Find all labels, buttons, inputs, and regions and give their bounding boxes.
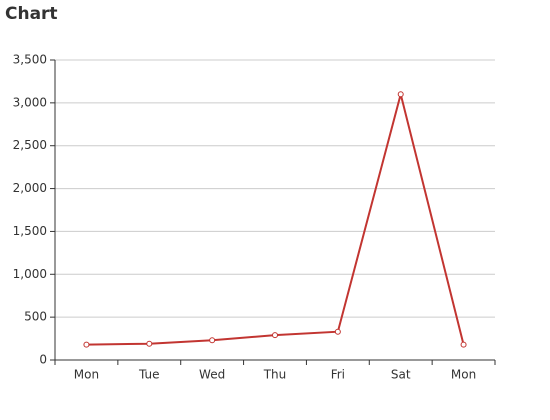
- x-tick-label: Thu: [263, 368, 287, 382]
- x-tick-label: Sat: [391, 368, 411, 382]
- point: [397, 91, 404, 98]
- y-tick-label: 1,000: [13, 267, 47, 281]
- y-tick-label: 2,000: [13, 181, 47, 195]
- point: [334, 328, 341, 335]
- y-tick-label: 500: [24, 310, 47, 324]
- x-tick-label: Mon: [74, 368, 99, 382]
- y-tick-label: 1,500: [13, 224, 47, 238]
- point: [209, 337, 216, 344]
- point: [460, 341, 467, 348]
- point: [146, 340, 153, 347]
- point: [272, 332, 278, 339]
- y-tick-label: 3,500: [13, 53, 47, 67]
- x-tick-label: Fri: [331, 368, 345, 382]
- x-tick-label: Wed: [199, 368, 225, 382]
- x-tick-label: Tue: [138, 368, 160, 382]
- chart-title: Chart: [5, 4, 58, 24]
- x-tick-label: Mon: [451, 368, 476, 382]
- y-tick-label: 3,000: [13, 95, 47, 109]
- y-tick-label: 0: [39, 353, 47, 367]
- y-tick-label: 2,500: [13, 138, 47, 152]
- point: [83, 341, 90, 348]
- line: [86, 94, 465, 346]
